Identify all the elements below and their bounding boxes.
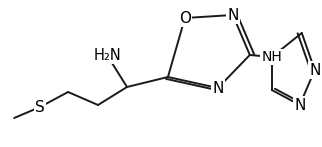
Text: N: N: [294, 97, 306, 112]
Text: S: S: [35, 100, 45, 115]
Text: S: S: [3, 111, 13, 126]
Text: O: O: [179, 10, 191, 25]
Text: NH: NH: [261, 50, 282, 64]
Text: H₂N: H₂N: [93, 47, 121, 62]
Text: N: N: [227, 7, 239, 22]
Text: N: N: [309, 62, 320, 77]
Text: N: N: [212, 81, 223, 96]
